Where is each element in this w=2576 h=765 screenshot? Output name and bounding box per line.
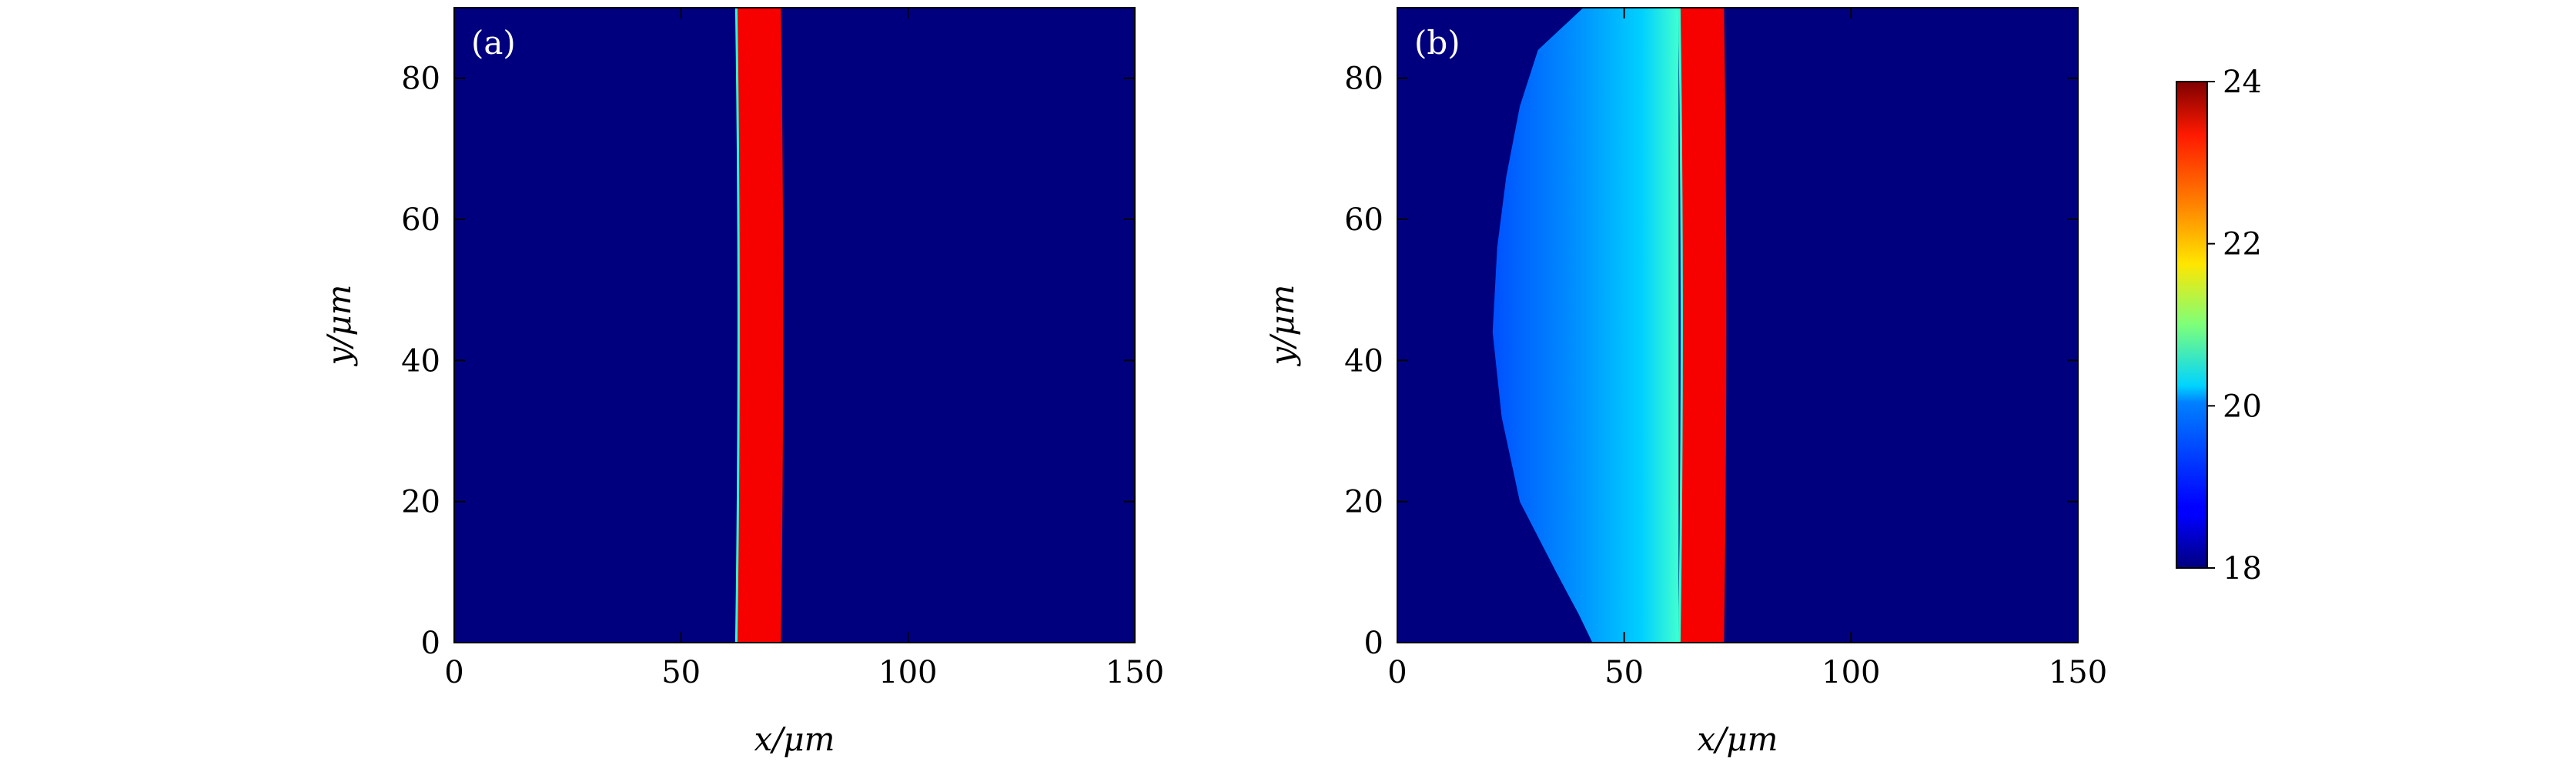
plot-area-a bbox=[454, 8, 1135, 643]
panel-label-a: (a) bbox=[471, 24, 516, 62]
x-tick-label-b: 50 bbox=[1604, 655, 1644, 690]
y-tick-label-a: 80 bbox=[401, 62, 440, 97]
y-tick-label-a: 0 bbox=[421, 626, 440, 661]
y-tick-label-b: 40 bbox=[1344, 343, 1383, 379]
x-tick-label-a: 150 bbox=[1106, 655, 1164, 690]
y-tick-label-b: 80 bbox=[1344, 62, 1383, 97]
hot-band-a bbox=[735, 8, 784, 643]
y-tick-label-a: 60 bbox=[401, 202, 440, 238]
heated-region-b bbox=[1492, 8, 1679, 643]
colorbar-tick-label: 22 bbox=[2223, 227, 2262, 262]
band-edge-b bbox=[1678, 8, 1683, 643]
y-tick-label-b: 60 bbox=[1344, 202, 1383, 238]
x-tick-label-b: 150 bbox=[2049, 655, 2107, 690]
colorbar-ticks: 18 20 22 24 bbox=[2207, 65, 2262, 586]
x-tick-label-a: 50 bbox=[661, 655, 701, 690]
colorbar-tick-label: 20 bbox=[2223, 389, 2262, 424]
x-axis-label-a: x/μm bbox=[754, 720, 835, 758]
plot-frame-a bbox=[453, 7, 1136, 643]
colorbar-gradient bbox=[2176, 81, 2208, 569]
plot-frame-b bbox=[1397, 7, 2079, 643]
panel-label-b: (b) bbox=[1414, 24, 1460, 62]
y-tick-label-a: 40 bbox=[401, 343, 440, 379]
y-tick-label-b: 0 bbox=[1364, 626, 1383, 661]
x-tick-label-b: 100 bbox=[1822, 655, 1880, 690]
y-axis-label-a: y/μm bbox=[320, 285, 358, 367]
plot-marks-a bbox=[734, 8, 784, 643]
x-tick-label-a: 100 bbox=[878, 655, 937, 690]
heatmap-panel-b: 0 50 100 150 0 20 40 60 80 (b) x/μm y/μm bbox=[1263, 7, 2107, 758]
x-tick-label-b: 0 bbox=[1387, 655, 1407, 690]
y-axis-label-b: y/μm bbox=[1263, 285, 1301, 367]
band-edge-a bbox=[734, 8, 740, 643]
y-tick-label-b: 20 bbox=[1344, 485, 1383, 520]
colorbar-tick-label: 24 bbox=[2223, 65, 2262, 100]
axis-ticks-a: 0 50 100 150 0 20 40 60 80 bbox=[401, 8, 1164, 690]
y-tick-label-a: 20 bbox=[401, 485, 440, 520]
x-axis-label-b: x/μm bbox=[1698, 720, 1778, 758]
axis-ticks-b: 0 50 100 150 0 20 40 60 80 bbox=[1344, 8, 2107, 690]
heatmap-panel-a: 0 50 100 150 0 20 40 60 80 (a) x/μm y/μm bbox=[320, 7, 1164, 758]
x-tick-label-a: 0 bbox=[444, 655, 463, 690]
plot-marks-b bbox=[1492, 8, 1727, 643]
colorbar-tick-label: 18 bbox=[2223, 551, 2262, 586]
colorbar: 18 20 22 24 bbox=[2176, 65, 2262, 586]
hot-band-b bbox=[1678, 8, 1727, 643]
